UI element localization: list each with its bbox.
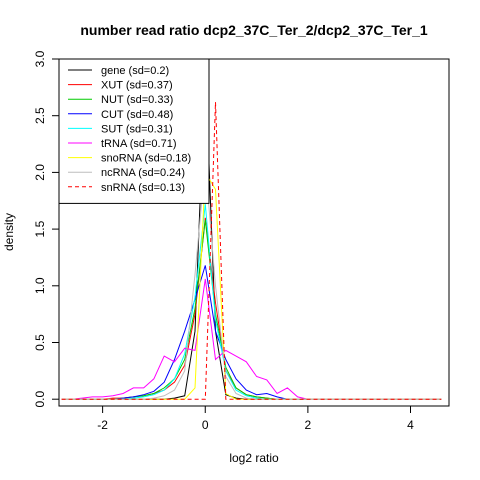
series-line (61, 102, 442, 400)
x-tick-label: 2 (305, 418, 312, 432)
y-tick-label: 1.5 (33, 220, 47, 237)
legend-label: ncRNA (sd=0.24) (101, 167, 185, 179)
legend-label: CUT (sd=0.48) (101, 109, 173, 121)
y-tick-label: 2.0 (33, 164, 47, 181)
x-axis-label: log2 ratio (229, 451, 279, 465)
x-tick-label: -2 (97, 418, 108, 432)
series-line (61, 278, 442, 400)
legend-label: SUT (sd=0.31) (101, 123, 173, 135)
x-tick-label: 0 (202, 418, 209, 432)
y-axis-label: density (2, 213, 16, 251)
legend-label: tRNA (sd=0.71) (101, 138, 177, 150)
series-lines (61, 68, 442, 400)
chart-title: number read ratio dcp2_37C_Ter_2/dcp2_37… (80, 22, 428, 38)
axes: -2 0 2 4 0.0 0.5 1.0 1.5 2.0 2.5 3.0 (33, 50, 414, 432)
y-tick-label: 3.0 (33, 50, 47, 67)
y-tick-label: 2.5 (33, 107, 47, 124)
series-line (61, 170, 442, 400)
series-line (61, 217, 442, 400)
y-tick-label: 0.5 (33, 334, 47, 351)
legend-label: gene (sd=0.2) (101, 65, 169, 77)
legend-label: snRNA (sd=0.13) (101, 182, 185, 194)
legend: gene (sd=0.2) XUT (sd=0.37) NUT (sd=0.33) C… (58, 58, 210, 204)
legend-label: NUT (sd=0.33) (101, 94, 173, 106)
series-line (61, 265, 442, 400)
x-tick-label: 4 (407, 418, 414, 432)
y-tick-label: 1.0 (33, 277, 47, 294)
legend-label: snoRNA (sd=0.18) (101, 153, 191, 165)
series-line (61, 219, 442, 400)
plot-frame (58, 58, 450, 407)
legend-label: XUT (sd=0.37) (101, 80, 173, 92)
legend-box (58, 58, 210, 204)
y-tick-label: 0.0 (33, 391, 47, 408)
